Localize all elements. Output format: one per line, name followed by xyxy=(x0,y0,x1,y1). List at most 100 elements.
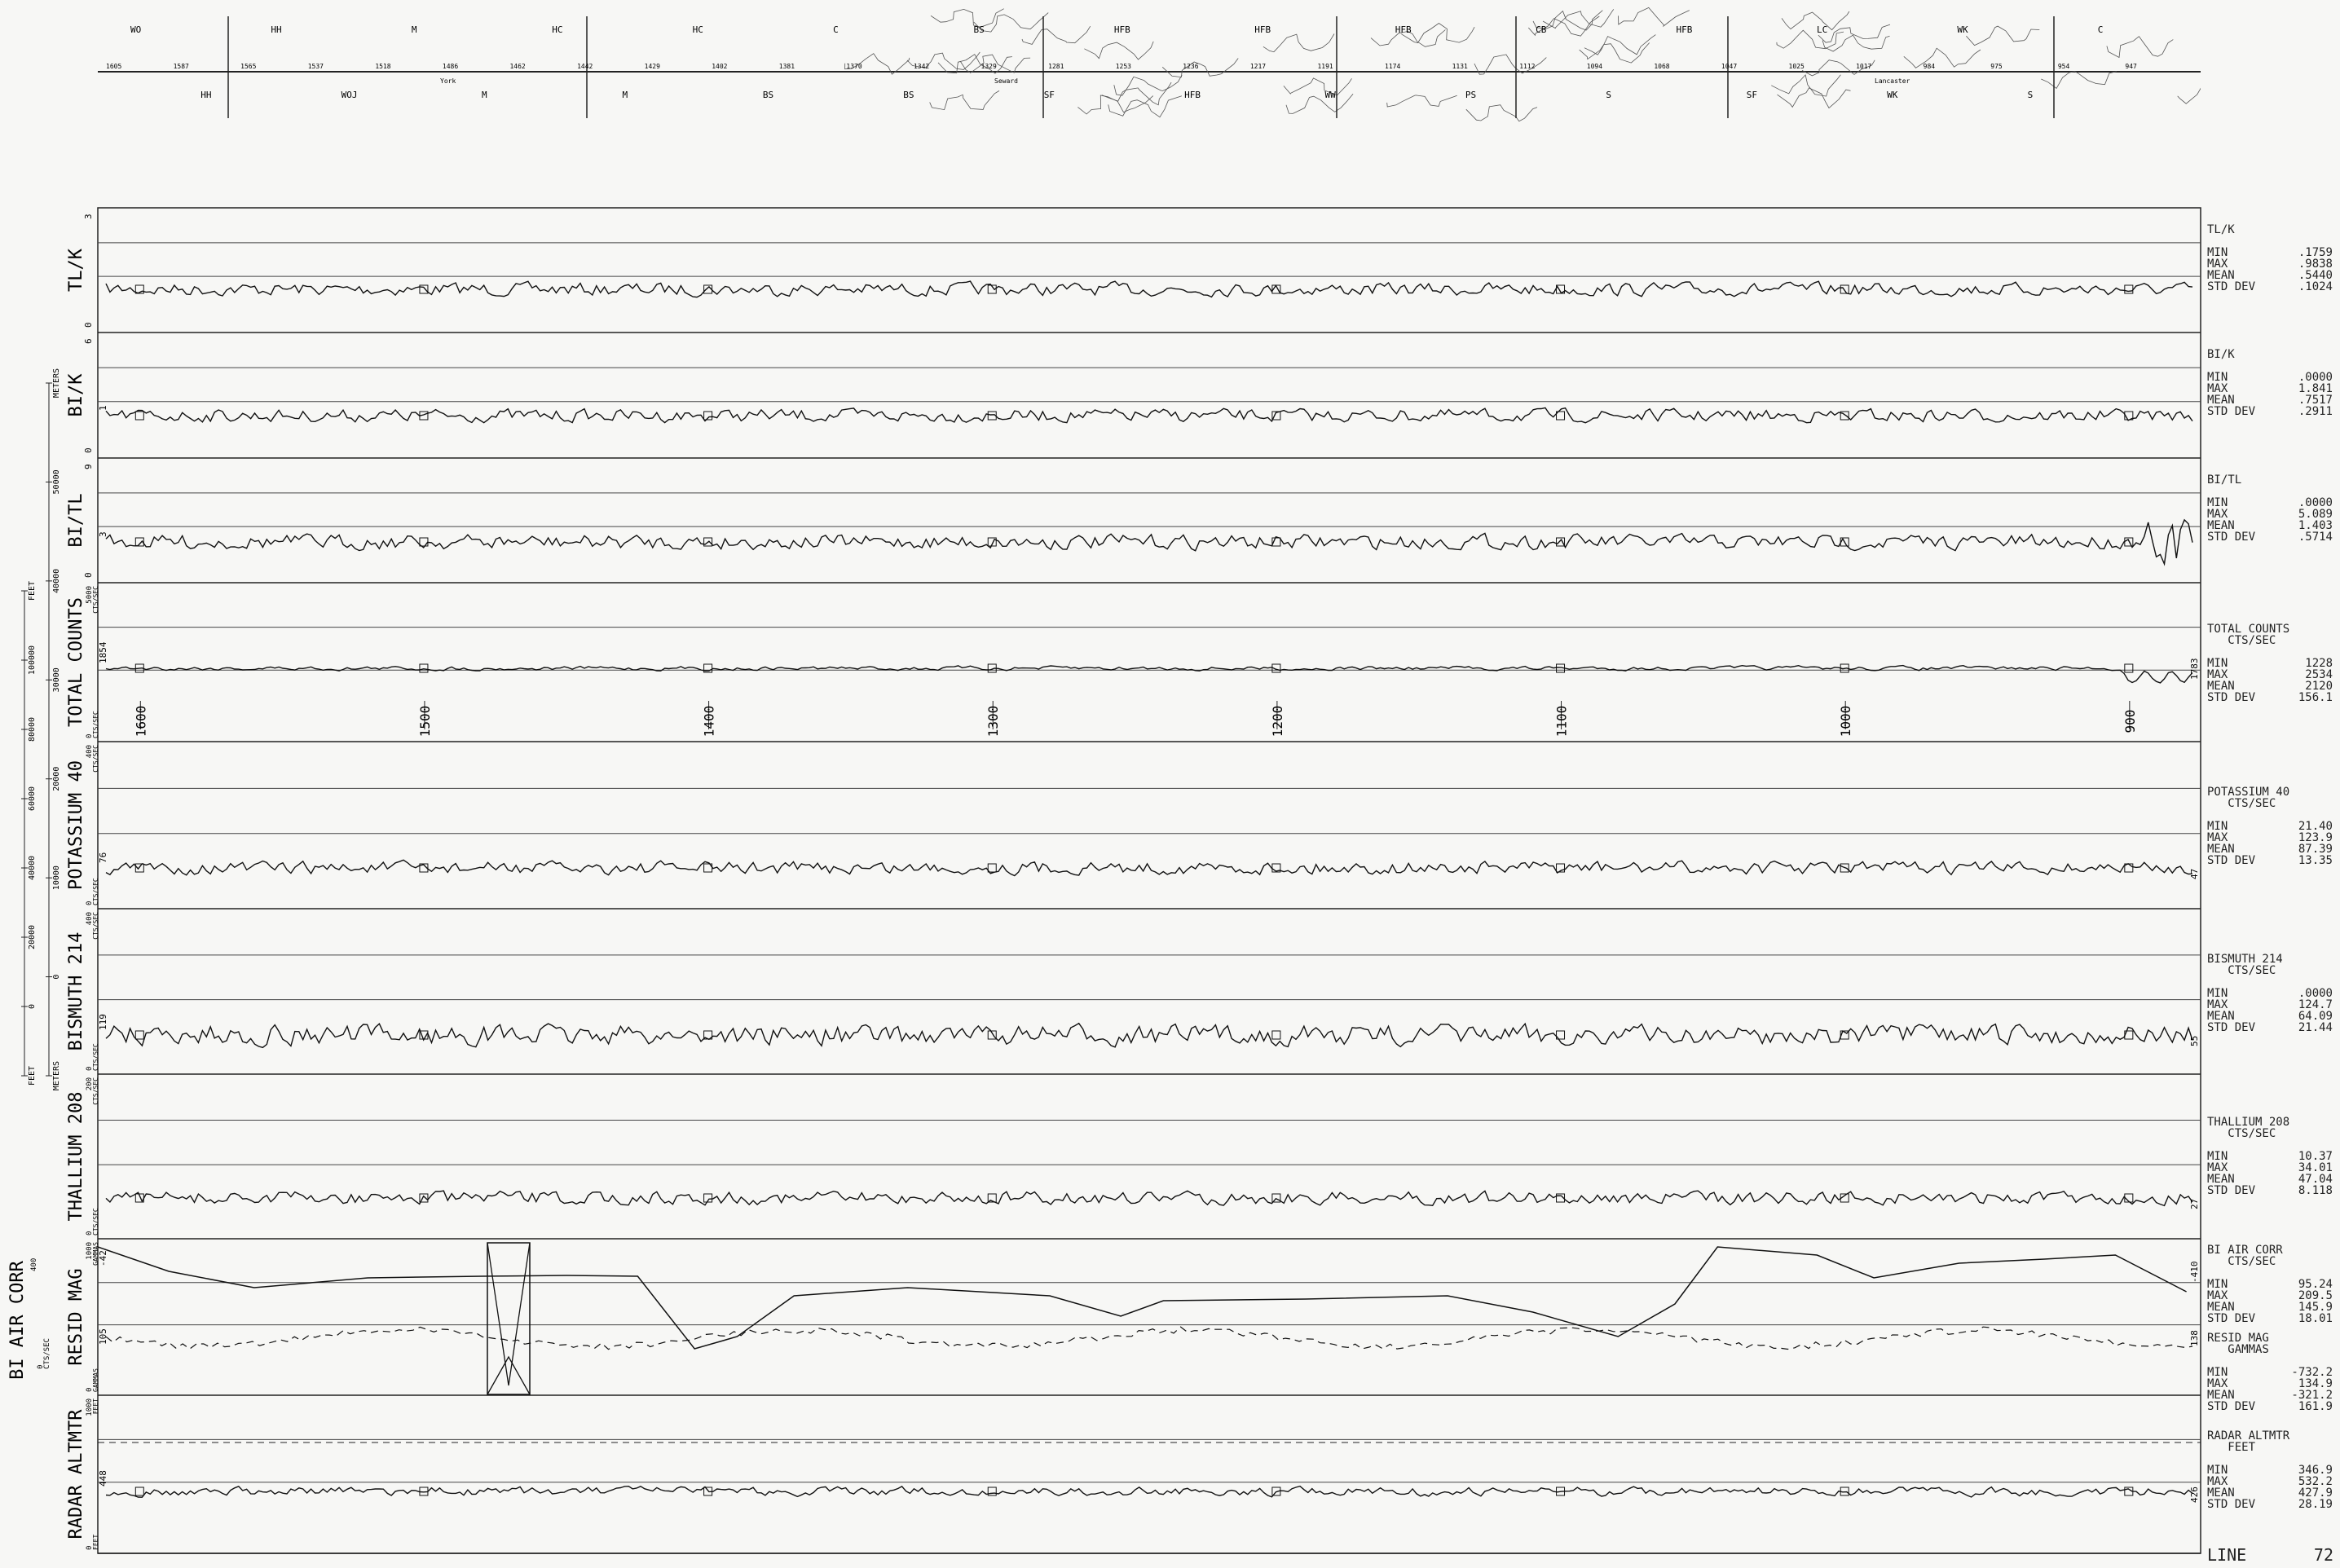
fiducial-marker xyxy=(134,1487,144,1496)
map-strip: 1605 1587 1565 1537 1518 1486 1462 1442 1429 1402… xyxy=(98,7,2201,122)
map-unit-label: C xyxy=(833,24,839,35)
scale-label: 1000 xyxy=(86,1398,94,1416)
map-fiducial-number: 1017 xyxy=(1856,63,1871,70)
stats-title: BI/K xyxy=(2207,348,2235,361)
map-fiducial-number: 1442 xyxy=(577,63,593,70)
fiducial-marker xyxy=(1840,411,1849,421)
map-contour xyxy=(1903,47,1981,68)
map-unit-label: CB xyxy=(1536,24,1547,35)
map-fiducial-number: 1605 xyxy=(106,63,121,70)
stats-row: MAX 5.089 xyxy=(2207,508,2333,521)
map-contour xyxy=(1401,23,1475,43)
scale-bar-label: FEET xyxy=(28,581,37,601)
series-line-tl208 xyxy=(105,1190,2193,1207)
stats-row: STD DEV .5714 xyxy=(2207,531,2333,544)
scale-label: 0 xyxy=(86,734,94,738)
map-contour xyxy=(2177,87,2201,104)
fiducial-marker xyxy=(703,1030,713,1040)
map-town-label: York xyxy=(440,77,456,85)
scale-label: 0 xyxy=(86,1231,94,1235)
stats-row: MEAN 427.9 xyxy=(2207,1487,2333,1500)
fiducial-marker xyxy=(1556,1487,1566,1496)
fiducial-marker xyxy=(987,1193,997,1203)
stats-row: MIN 95.24 xyxy=(2207,1278,2333,1291)
stats-block-total: TOTAL COUNTS CTS/SEC MIN 1228 MAX 2534 MEAN 21… xyxy=(2207,623,2333,703)
scale-bar-label: 20000 xyxy=(28,925,37,949)
stats-row: STD DEV 18.01 xyxy=(2207,1312,2333,1325)
end-value-left: 119 xyxy=(98,1014,108,1030)
map-contour xyxy=(1263,33,1335,53)
end-value-right: 55 xyxy=(2189,1036,2200,1046)
scale-bar-label: 50000 xyxy=(52,469,61,494)
stats-row: MIN 1228 xyxy=(2207,657,2333,670)
map-unit-label: HFB xyxy=(1677,24,1693,35)
map-contour xyxy=(844,53,910,75)
scale-label: 0 xyxy=(83,322,94,328)
end-value-right: 27 xyxy=(2189,1199,2200,1209)
map-fiducial-number: 1537 xyxy=(308,63,324,70)
fiducial-marker xyxy=(1840,1030,1849,1040)
panel-label: TL/K xyxy=(66,248,86,292)
fiducial-marker xyxy=(2124,663,2134,673)
fiducial-marker xyxy=(1556,537,1566,547)
map-fiducial-number: 1462 xyxy=(509,63,525,70)
map-unit-label: HFB xyxy=(1114,24,1130,35)
map-fiducial-number: 1217 xyxy=(1250,63,1266,70)
map-contour xyxy=(1527,15,1600,37)
map-contour xyxy=(929,90,1000,111)
fiducial-marker xyxy=(1840,863,1849,873)
map-contour xyxy=(930,8,1004,28)
panel-label: RADAR ALTMTR xyxy=(66,1409,86,1539)
map-contour xyxy=(1465,104,1538,122)
fiducial-marker xyxy=(134,411,144,421)
scale-bar-label: 10000 xyxy=(52,865,61,890)
fiducial-marker xyxy=(419,537,429,547)
map-contour xyxy=(1283,77,1352,96)
map-fiducial-number: 1025 xyxy=(1789,63,1805,70)
stats-block-mag: BI AIR CORR CTS/SEC MIN 95.24 MAX 209.5 MEAN 1… xyxy=(2207,1244,2333,1412)
map-contour xyxy=(1370,29,1446,47)
scale-unit: CTS/SEC xyxy=(92,586,99,614)
map-contour xyxy=(1818,24,1891,43)
series-line-tlk xyxy=(105,280,2193,298)
stats-title: RESID MAG GAMMAS xyxy=(2207,1332,2269,1356)
x-tick-label: 1200 xyxy=(1270,706,1285,738)
map-fiducial-number: 1587 xyxy=(174,63,189,70)
scale-label: 0 xyxy=(86,901,94,905)
stats-row: MAX 124.7 xyxy=(2207,998,2333,1011)
stats-row: MEAN 1.403 xyxy=(2207,519,2333,532)
stats-title: BI AIR CORR CTS/SEC xyxy=(2207,1244,2283,1268)
end-value-right: -410 xyxy=(2189,1262,2200,1284)
fiducial-marker xyxy=(1840,663,1849,673)
map-unit-label: S xyxy=(1606,90,1611,100)
fiducial-marker xyxy=(1556,1193,1566,1203)
map-unit-label: BS xyxy=(973,24,984,35)
map-unit-label: WK xyxy=(1957,24,1968,35)
end-value-left: 3 xyxy=(98,531,108,537)
stats-title: BI/TL xyxy=(2207,473,2242,487)
map-unit-label: LC xyxy=(1817,24,1827,35)
series-line-bi-air-corr xyxy=(97,1246,2187,1350)
stats-block-bik: BI/K MIN .0000 MAX 1.841 MEAN .7517 STD DEV .291… xyxy=(2207,349,2333,417)
map-unit-label: WOJ xyxy=(342,90,358,100)
map-unit-label: HH xyxy=(271,24,281,35)
fiducial-marker xyxy=(134,537,144,547)
scale-bar-label: 60000 xyxy=(28,786,37,811)
scale-bar-label: 40000 xyxy=(52,569,61,593)
fiducial-marker xyxy=(1271,663,1281,673)
scale-bar-label: FEET xyxy=(28,1066,37,1086)
map-contour xyxy=(906,51,981,70)
x-tick-label: 1500 xyxy=(417,706,433,738)
end-value-right: 138 xyxy=(2189,1330,2200,1346)
bi-air-corr-scale: CTS/SEC xyxy=(43,1338,51,1369)
stats-title: TL/K xyxy=(2207,223,2235,236)
line-label: LINE xyxy=(2207,1545,2247,1565)
stats-row: MAX 209.5 xyxy=(2207,1289,2333,1302)
series-line-total xyxy=(105,664,2193,684)
map-fiducial-number: 947 xyxy=(2125,63,2137,70)
stats-row: MIN 21.40 xyxy=(2207,820,2333,833)
fiducial-marker xyxy=(1840,1487,1849,1496)
fiducial-marker xyxy=(2124,863,2134,873)
map-unit-label: M xyxy=(482,90,487,100)
map-unit-label: WO xyxy=(130,24,141,35)
